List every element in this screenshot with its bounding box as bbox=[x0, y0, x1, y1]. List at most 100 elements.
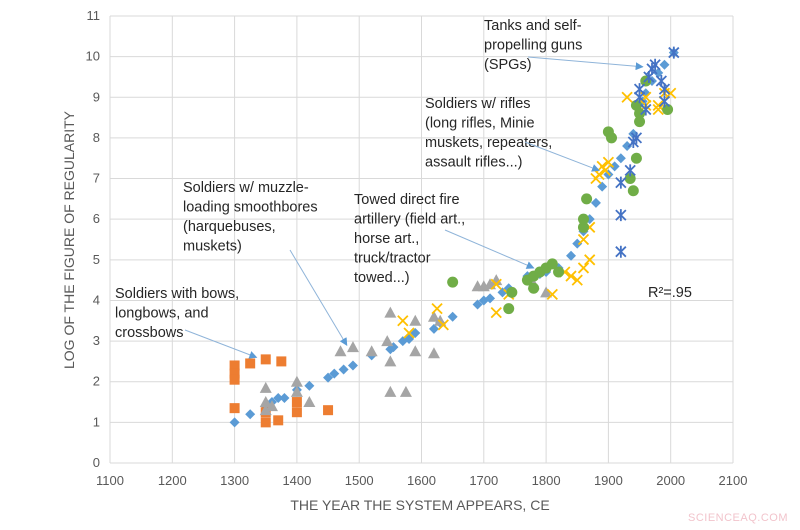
annotation-text: horse art., bbox=[354, 231, 419, 247]
triangle-point bbox=[384, 306, 397, 318]
square-point bbox=[229, 368, 240, 379]
asterisk-point bbox=[649, 58, 661, 71]
x-point bbox=[577, 262, 590, 274]
triangle-point bbox=[427, 347, 440, 359]
x-point bbox=[431, 302, 443, 315]
asterisk-point bbox=[633, 83, 646, 96]
y-tick-label: 7 bbox=[93, 171, 100, 186]
y-tick-label: 10 bbox=[86, 49, 100, 64]
triangle-point bbox=[434, 314, 447, 326]
square-point bbox=[245, 358, 256, 369]
x-point bbox=[621, 91, 633, 103]
y-tick-label: 1 bbox=[93, 414, 100, 429]
triangle-point bbox=[259, 404, 272, 416]
diamond-point bbox=[338, 364, 349, 375]
x-point bbox=[397, 315, 409, 327]
annotation-text: longbows, and bbox=[115, 306, 209, 322]
triangle-point bbox=[259, 396, 272, 408]
diamond-point bbox=[622, 141, 633, 152]
x-tick-label: 1300 bbox=[220, 473, 249, 488]
annotation-text: Soldiers with bows, bbox=[115, 286, 239, 302]
circle-point bbox=[503, 303, 515, 315]
annotation-text: artillery (field art., bbox=[354, 212, 465, 228]
triangle-point bbox=[409, 345, 422, 357]
x-tick-label: 1500 bbox=[345, 473, 374, 488]
asterisk-point bbox=[630, 131, 643, 144]
x-tick-label: 1600 bbox=[407, 473, 436, 488]
annotation-text: Tanks and self- bbox=[484, 18, 582, 34]
x-tick-label: 1800 bbox=[532, 473, 561, 488]
x-point bbox=[571, 274, 583, 286]
diamond-point bbox=[347, 360, 358, 371]
diamond-point bbox=[590, 197, 601, 208]
annotation-text: (harquebuses, bbox=[183, 219, 276, 235]
circle-point bbox=[577, 213, 589, 225]
circle-point bbox=[553, 266, 565, 278]
y-tick-label: 8 bbox=[93, 130, 100, 145]
asterisk-point bbox=[658, 95, 671, 108]
triangle-point bbox=[384, 385, 397, 397]
square-point bbox=[323, 405, 334, 416]
annotation-text: muskets) bbox=[183, 239, 242, 255]
asterisk-point bbox=[640, 103, 652, 116]
diamond-point bbox=[485, 293, 496, 304]
y-tick-label: 3 bbox=[93, 333, 100, 348]
square-point bbox=[291, 407, 302, 418]
circle-point bbox=[506, 286, 518, 298]
x-point bbox=[652, 103, 664, 116]
triangle-point bbox=[290, 385, 303, 397]
x-point bbox=[490, 307, 502, 319]
annotation-text: towed...) bbox=[354, 270, 410, 286]
watermark: SCIENCEAQ.COM bbox=[687, 512, 788, 524]
annotation-arrow bbox=[524, 141, 600, 172]
x-point bbox=[403, 327, 415, 339]
triangle-point bbox=[384, 355, 397, 367]
x-point bbox=[577, 233, 590, 246]
y-tick-label: 6 bbox=[93, 211, 100, 226]
annotation-text: (long rifles, Minie bbox=[425, 116, 535, 132]
triangle-point bbox=[303, 396, 316, 408]
diamond-point bbox=[615, 153, 626, 164]
x-point bbox=[565, 270, 577, 282]
triangle-point bbox=[365, 345, 378, 357]
circle-point bbox=[634, 116, 646, 128]
diamond-point bbox=[609, 161, 620, 172]
triangle-point bbox=[399, 385, 412, 397]
annotation-arrow bbox=[444, 229, 535, 269]
square-point bbox=[229, 360, 240, 371]
annotation-text: (SPGs) bbox=[484, 57, 532, 73]
diamond-point bbox=[472, 299, 483, 310]
annotation-text: assault rifles...) bbox=[425, 155, 523, 171]
circle-point bbox=[630, 152, 642, 164]
y-tick-label: 5 bbox=[93, 252, 100, 267]
triangle-point bbox=[334, 345, 347, 357]
y-tick-label: 0 bbox=[93, 455, 100, 470]
square-point bbox=[291, 397, 302, 408]
diamond-point bbox=[597, 181, 608, 192]
asterisk-point bbox=[615, 245, 627, 258]
x-point bbox=[665, 87, 677, 99]
x-point bbox=[593, 168, 605, 181]
triangle-point bbox=[265, 400, 278, 412]
diamond-point bbox=[428, 323, 439, 334]
square-point bbox=[229, 374, 240, 385]
x-point bbox=[490, 278, 502, 290]
annotation-text: loading smoothbores bbox=[183, 200, 318, 216]
square-point bbox=[260, 354, 271, 365]
x-point bbox=[546, 288, 558, 300]
diamond-point bbox=[659, 59, 670, 70]
asterisk-point bbox=[668, 46, 680, 59]
circle-point bbox=[606, 132, 618, 144]
square-point bbox=[276, 356, 287, 367]
annotation-text: muskets, repeaters, bbox=[425, 135, 552, 151]
asterisk-point bbox=[624, 164, 636, 177]
diamond-point bbox=[447, 311, 458, 322]
diamond-point bbox=[323, 372, 334, 383]
diamond-point bbox=[273, 392, 284, 403]
annotation-arrow bbox=[289, 249, 348, 347]
circle-point bbox=[577, 221, 589, 233]
circle-point bbox=[447, 276, 459, 288]
diamond-point bbox=[572, 238, 583, 249]
y-tick-label: 2 bbox=[93, 374, 100, 389]
diamond-point bbox=[329, 368, 340, 379]
